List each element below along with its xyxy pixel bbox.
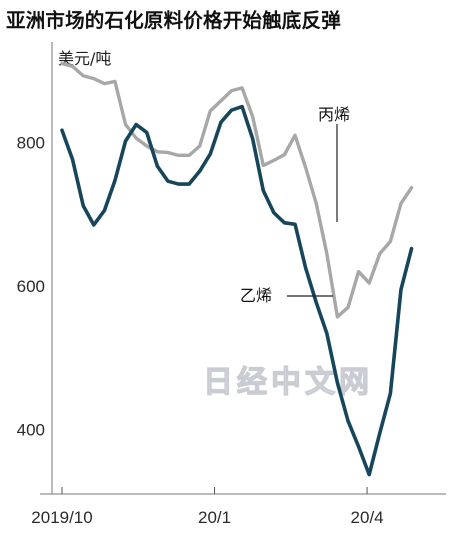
y-axis-ticks: 400 600 800: [17, 133, 45, 439]
y-tick-label: 400: [17, 420, 45, 439]
series-label-propylene: 丙烯: [318, 105, 350, 124]
series-label-ethylene: 乙烯: [240, 286, 272, 305]
y-tick-label: 600: [17, 277, 45, 296]
y-axis-unit-label: 美元/吨: [58, 49, 111, 68]
x-tick-label: 20/4: [351, 508, 384, 527]
y-tick-label: 800: [17, 133, 45, 152]
x-tick-label: 2019/10: [31, 508, 92, 527]
x-axis-ticks: 2019/10 20/1 20/4: [31, 487, 384, 527]
series-line-propylene: [60, 61, 414, 319]
series-lines: [60, 61, 414, 477]
series-line-ethylene: [60, 104, 414, 477]
chart-title: 亚洲市场的石化原料价格开始触底反弹: [6, 9, 341, 32]
x-tick-label: 20/1: [198, 508, 231, 527]
watermark: 日经中文网: [203, 365, 373, 400]
